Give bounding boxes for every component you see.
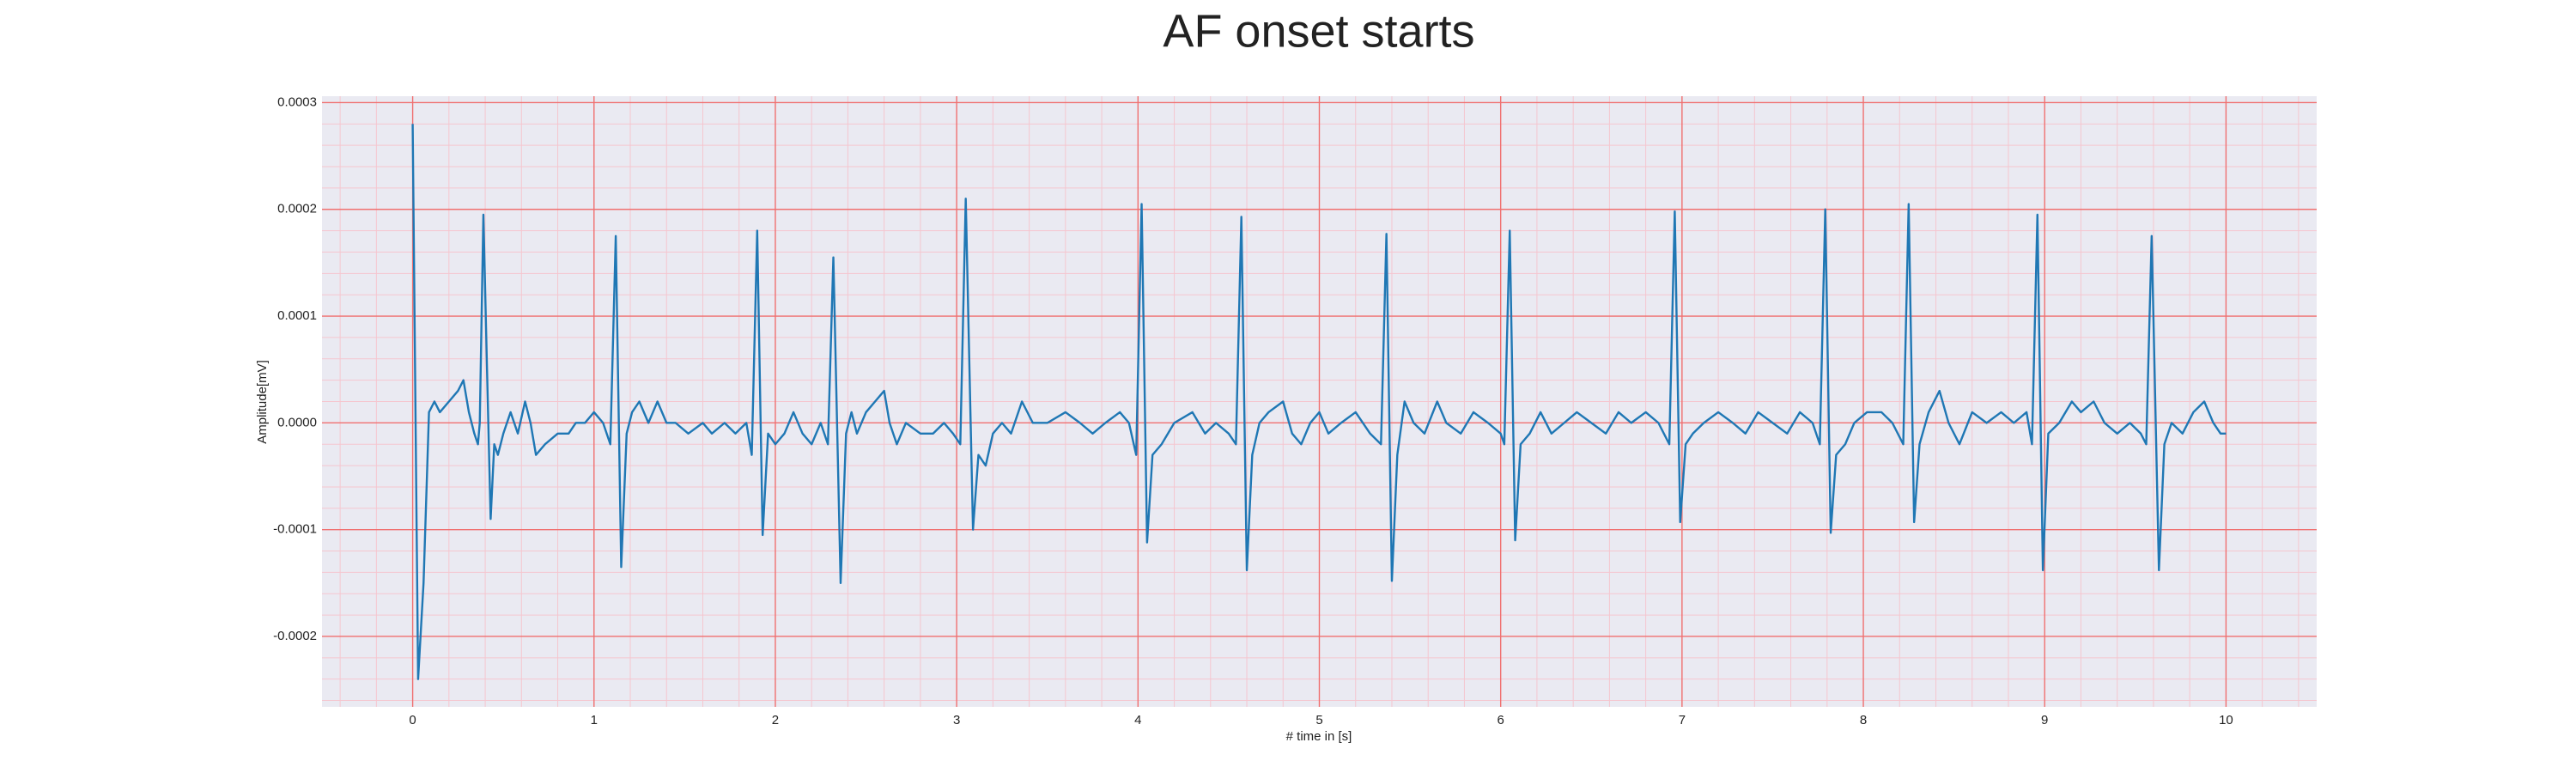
y-tick-label: -0.0002	[273, 629, 317, 643]
x-tick-label: 9	[2041, 713, 2048, 727]
x-tick-label: 3	[953, 713, 960, 727]
x-tick-label: 10	[2219, 713, 2233, 727]
x-axis-label: # time in [s]	[1286, 729, 1352, 744]
x-tick-label: 6	[1498, 713, 1504, 727]
x-tick-label: 5	[1315, 713, 1322, 727]
y-axis-label: Amplitude[mV]	[255, 360, 270, 444]
x-tick-label: 4	[1134, 713, 1141, 727]
y-tick-label: 0.0002	[277, 202, 317, 216]
x-tick-label: 2	[772, 713, 779, 727]
grid	[322, 96, 2317, 707]
y-tick-label: -0.0001	[273, 522, 317, 537]
x-tick-label: 1	[591, 713, 598, 727]
x-tick-label: 0	[409, 713, 416, 727]
y-tick-label: 0.0000	[277, 415, 317, 429]
x-tick-label: 8	[1860, 713, 1867, 727]
signal-line	[411, 124, 2227, 680]
x-tick-label: 7	[1679, 713, 1686, 727]
y-tick-label: 0.0003	[277, 94, 317, 109]
y-tick-label: 0.0001	[277, 308, 317, 323]
chart-title: AF onset starts	[1163, 5, 1474, 57]
